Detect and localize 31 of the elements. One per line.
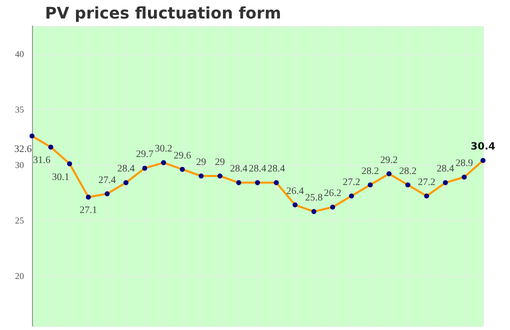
data-label: 27.2 [418, 177, 436, 188]
data-label: 27.2 [342, 177, 360, 188]
data-label: 27.1 [80, 205, 98, 216]
data-label: 30.1 [52, 172, 70, 183]
y-tick-label: 35 [15, 104, 24, 114]
chart-title: PV prices fluctuation form [45, 4, 282, 22]
y-tick-label: 40 [15, 48, 24, 59]
data-label: 28.4 [230, 164, 248, 175]
data-label: 25.8 [305, 192, 323, 204]
data-label: 28.4 [436, 164, 454, 175]
data-label: 28.4 [248, 164, 266, 175]
data-label: 29 [196, 157, 206, 168]
data-label: 31.6 [33, 155, 51, 166]
data-label: 29.6 [174, 150, 192, 162]
data-label: 26.2 [324, 188, 342, 200]
data-label: 29 [214, 157, 225, 168]
data-label: 29.7 [136, 149, 154, 160]
data-label: 29.2 [380, 154, 398, 166]
data-label: 26.4 [286, 186, 304, 197]
data-label: 28.2 [362, 166, 379, 177]
y-tick-label: 30 [15, 160, 24, 170]
data-label: 27.4 [98, 174, 116, 186]
data-label: 30.4 [470, 141, 496, 152]
data-label: 28.4 [268, 164, 286, 175]
data-label: 28.4 [117, 164, 135, 175]
data-label: 30.2 [154, 144, 172, 155]
data-label: 28.9 [455, 158, 473, 170]
data-label: 32.6 [14, 144, 32, 155]
data-label: 28.2 [399, 166, 417, 177]
y-tick-label: 25 [15, 215, 24, 226]
y-tick-label: 20 [15, 271, 24, 281]
